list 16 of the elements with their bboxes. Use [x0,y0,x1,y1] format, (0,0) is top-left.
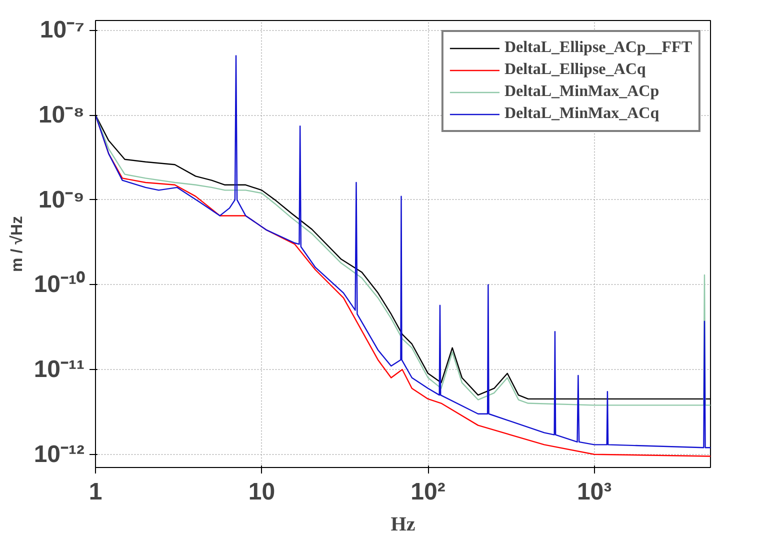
y-axis-title: m / √Hz [8,216,26,272]
x-tick-label: 10² [410,478,446,506]
y-tick-label: 10⁻¹² [34,440,85,468]
legend-label: DeltaL_MinMax_ACp [504,83,660,101]
y-tick-label: 10⁻⁹ [38,186,85,214]
y-tick-label: 10⁻¹¹ [34,356,85,384]
y-tick-label: 10⁻⁷ [40,16,85,44]
legend-label: DeltaL_Ellipse_ACq [504,61,646,79]
y-tick-label: 10⁻¹⁰ [34,271,86,298]
x-tick-label: 1 [88,478,102,506]
x-tick-label: 10³ [576,478,612,506]
x-tick-label: 10 [248,478,276,506]
y-tick-label: 10⁻⁸ [38,102,85,129]
x-axis-title: Hz [390,514,416,536]
legend-label: DeltaL_Ellipse_ACp__FFT [504,39,692,57]
legend-label: DeltaL_MinMax_ACq [504,105,660,123]
